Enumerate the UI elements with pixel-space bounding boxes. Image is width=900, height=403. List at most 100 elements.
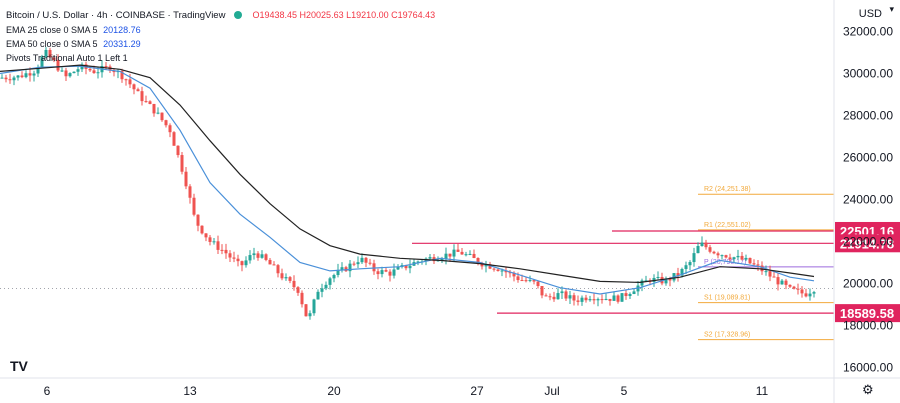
candle-body [32,73,36,76]
candle-body [688,262,692,266]
candle-body [512,272,516,277]
candlesticks [0,47,816,320]
pivot-label: S2 (17,328.96) [704,332,750,339]
candle-body [716,253,720,256]
candle-body [12,77,16,81]
candle-body [764,271,768,273]
pivot-levels: R2 (24,251.38) R1 (22,551.02) P (20,790.17… [698,186,834,341]
symbol-title: Bitcoin / U.S. Dollar · 4h · COINBASE · … [6,10,226,21]
candle-body [612,295,616,301]
candle-body [300,292,304,305]
candle-body [112,70,116,73]
candle-body [92,70,96,74]
ema50-value: 20331.29 [103,39,141,49]
candle-body [740,255,744,260]
candle-body [368,262,372,264]
ema25-line [0,65,815,295]
currency-selector[interactable]: USD [858,8,882,20]
candle-body [416,261,420,263]
candle-body [212,241,216,243]
candle-body [524,280,528,282]
tradingview-logo: TV [10,358,28,374]
candle-body [40,56,44,68]
candle-body [768,271,772,277]
candle-body [52,57,56,60]
candle-body [188,186,192,198]
candle-body [700,242,704,247]
candle-body [272,264,276,266]
candle-body [44,49,48,57]
candle-body [632,291,636,294]
y-tick-label: 16000.00 [843,361,893,375]
candle-body [232,257,236,259]
candle-body [4,77,8,80]
ema50-legend[interactable]: EMA 50 close 0 SMA 5 20331.29 [6,37,435,51]
candle-body [132,84,136,90]
candle-body [64,70,68,77]
x-tick-label: 20 [327,384,341,398]
candle-body [552,296,556,300]
candle-body [704,242,708,248]
candle-body [508,272,512,274]
candle-body [532,280,536,282]
candle-body [0,77,4,79]
candle-body [360,257,364,263]
ema-lines [0,64,815,295]
candle-body [776,277,780,285]
ema50-label: EMA 50 close 0 SMA 5 [6,39,98,49]
candle-body [16,75,20,78]
level-price-tag [835,304,900,323]
candle-body [184,171,188,187]
candle-body [264,254,268,260]
candle-body [380,270,384,275]
ema25-label: EMA 25 close 0 SMA 5 [6,25,98,35]
candle-body [488,264,492,269]
candle-body [248,255,252,261]
candle-body [756,264,760,266]
candle-body [728,257,732,260]
x-tick-label: Jul [544,384,559,398]
candle-body [812,292,816,294]
gear-icon[interactable]: ⚙ [862,382,874,397]
candle-body [732,257,736,260]
candle-body [236,258,240,262]
candle-body [568,295,572,299]
x-tick-label: 5 [621,384,628,398]
chevron-down-icon[interactable]: ▾ [889,4,894,14]
candle-body [784,280,788,285]
candle-body [608,298,612,301]
candle-body [468,253,472,255]
candle-body [344,267,348,272]
candle-body [48,49,52,58]
candle-body [296,287,300,293]
candle-body [584,297,588,301]
candle-body [276,265,280,274]
pivots-legend[interactable]: Pivots Traditional Auto 1 Left 1 [6,51,435,65]
candle-body [292,280,296,288]
candle-body [24,73,28,78]
candle-body [208,237,212,242]
candle-body [204,233,208,238]
candle-body [28,73,32,76]
candle-body [736,255,740,258]
candle-body [676,273,680,276]
candle-body [604,298,608,300]
candle-body [556,293,560,300]
candle-body [404,265,408,269]
candle-body [328,278,332,285]
candle-body [68,73,72,77]
x-tick-label: 13 [183,384,197,398]
candle-body [748,257,752,264]
candle-body [152,103,156,114]
candle-body [472,253,476,259]
y-tick-label: 32000.00 [843,25,893,39]
candle-body [480,263,484,267]
x-tick-label: 6 [44,384,51,398]
candle-body [464,254,468,256]
ema25-legend[interactable]: EMA 25 close 0 SMA 5 20128.76 [6,23,435,37]
candle-body [588,299,592,301]
candle-body [252,253,256,256]
y-tick-label: 24000.00 [843,193,893,207]
